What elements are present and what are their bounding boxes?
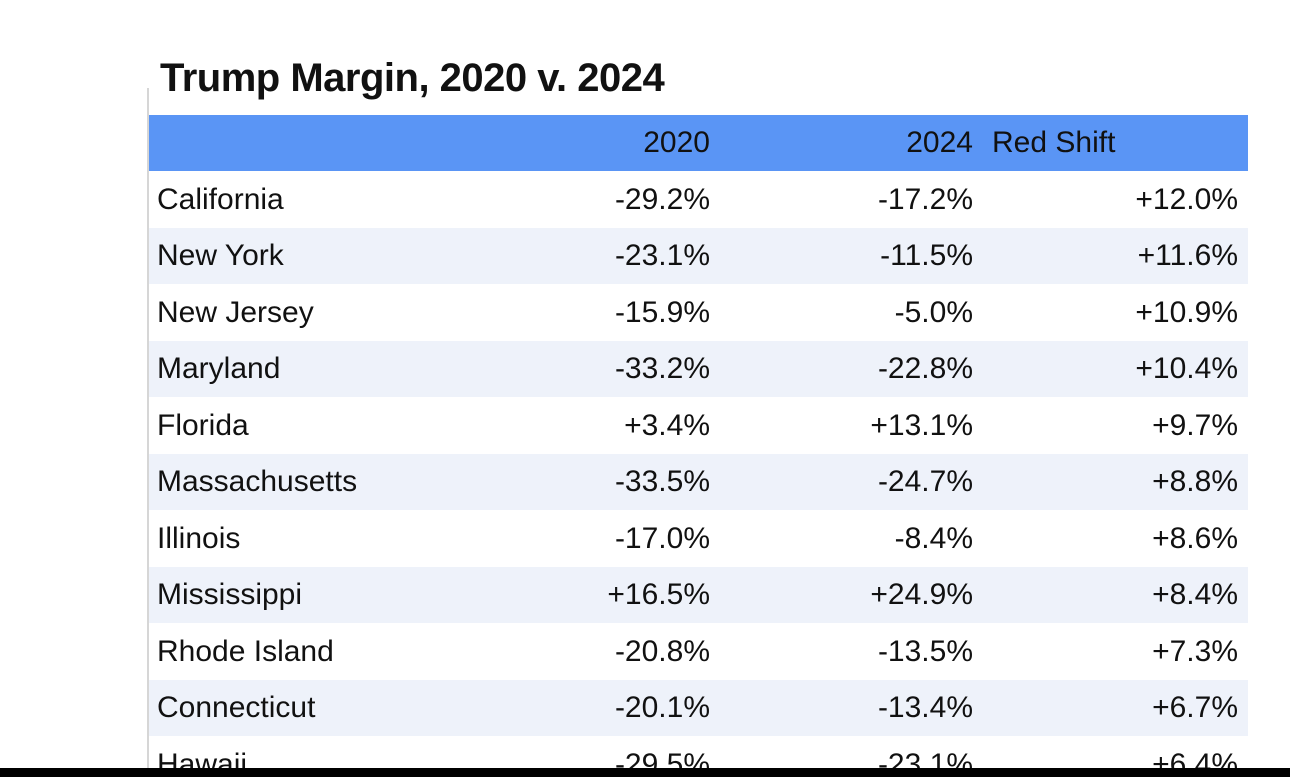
table-row: Illinois -17.0% -8.4% +8.6%: [149, 511, 1248, 567]
margin-value: -29.2%: [614, 182, 710, 216]
margin-value: -17.2%: [877, 182, 973, 216]
margin-value: -24.7%: [877, 465, 973, 498]
state-name: New York: [157, 239, 284, 272]
margin-value: -29.5%: [614, 747, 710, 769]
table-row: Hawaii -29.5% -23.1% +6.4%: [149, 737, 1248, 769]
margin-value: +6.4%: [1152, 747, 1238, 769]
left-border: [147, 88, 149, 768]
table-row: Mississippi +16.5% +24.9% +8.4%: [149, 567, 1248, 624]
bottom-bar: [0, 768, 1290, 777]
header-row: 2020 2024 Red Shift: [149, 115, 1248, 172]
state-name: California: [157, 182, 284, 216]
margin-value: +8.8%: [1152, 465, 1238, 498]
margin-value: -8.4%: [894, 521, 973, 555]
margin-value: +11.6%: [1137, 239, 1238, 272]
margin-value: -33.5%: [614, 465, 710, 498]
table-row: Rhode Island -20.8% -13.5% +7.3%: [149, 624, 1248, 680]
margin-value: +24.9%: [870, 578, 973, 611]
state-name: Connecticut: [157, 691, 316, 724]
margin-value: -11.5%: [880, 239, 973, 272]
margin-value: -13.4%: [877, 691, 973, 724]
margin-value: +9.7%: [1152, 408, 1238, 442]
margin-value: +13.1%: [870, 408, 973, 442]
table-row: Connecticut -20.1% -13.4% +6.7%: [149, 680, 1248, 737]
table-title: Trump Margin, 2020 v. 2024: [160, 56, 665, 100]
margin-value: -33.2%: [614, 352, 710, 385]
margin-value: +7.3%: [1152, 634, 1238, 668]
table-row: California -29.2% -17.2% +12.0%: [149, 172, 1248, 228]
margin-value: -23.1%: [614, 239, 710, 272]
margin-value: -13.5%: [877, 634, 973, 668]
state-name: Massachusetts: [157, 465, 358, 498]
margin-value: -23.1%: [877, 747, 973, 769]
margin-value: +10.9%: [1135, 295, 1238, 329]
column-header: 2024: [906, 126, 973, 159]
margin-value: -5.0%: [894, 295, 973, 329]
state-name: Hawaii: [157, 747, 248, 769]
margin-value: -20.1%: [614, 691, 710, 724]
margin-value: -17.0%: [614, 521, 710, 555]
margin-value: -22.8%: [877, 352, 973, 385]
state-name: Illinois: [157, 521, 241, 555]
margin-value: +3.4%: [624, 408, 710, 442]
column-header: 2020: [643, 126, 710, 159]
margin-value: +8.4%: [1152, 578, 1238, 611]
margin-value: +6.7%: [1152, 691, 1238, 724]
margin-value: +16.5%: [607, 578, 710, 611]
column-header: Red Shift: [992, 126, 1116, 159]
margin-value: +8.6%: [1152, 521, 1238, 555]
table-row: Florida +3.4% +13.1% +9.7%: [149, 398, 1248, 454]
table-row: Massachusetts -33.5% -24.7% +8.8%: [149, 454, 1248, 511]
table-row: New Jersey -15.9% -5.0% +10.9%: [149, 285, 1248, 341]
state-name: New Jersey: [157, 295, 314, 329]
table-row: New York -23.1% -11.5% +11.6%: [149, 228, 1248, 285]
margin-value: +12.0%: [1135, 182, 1238, 216]
state-name: Maryland: [157, 352, 281, 385]
table: 2020 2024 Red Shift California -29.2% -17.2% +…: [149, 115, 1248, 768]
state-name: Florida: [157, 408, 249, 442]
margin-value: -20.8%: [614, 634, 710, 668]
state-name: Rhode Island: [157, 634, 334, 668]
margin-value: -15.9%: [614, 295, 710, 329]
table-row: Maryland -33.2% -22.8% +10.4%: [149, 341, 1248, 398]
margin-value: +10.4%: [1135, 352, 1238, 385]
state-name: Mississippi: [157, 578, 303, 611]
